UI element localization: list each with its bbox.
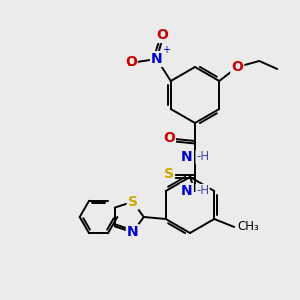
- Text: -H: -H: [196, 151, 209, 164]
- Text: N: N: [181, 184, 193, 198]
- Text: O: O: [231, 60, 243, 74]
- Text: O: O: [125, 55, 137, 69]
- Text: S: S: [164, 167, 174, 181]
- Text: O: O: [163, 131, 175, 145]
- Text: N: N: [127, 225, 139, 239]
- Text: O: O: [156, 28, 168, 42]
- Text: CH₃: CH₃: [237, 220, 259, 233]
- Text: N: N: [181, 150, 193, 164]
- Text: N: N: [151, 52, 163, 66]
- Text: -H: -H: [196, 184, 209, 197]
- Text: −: −: [127, 61, 135, 71]
- Text: S: S: [128, 195, 138, 209]
- Text: +: +: [162, 45, 170, 55]
